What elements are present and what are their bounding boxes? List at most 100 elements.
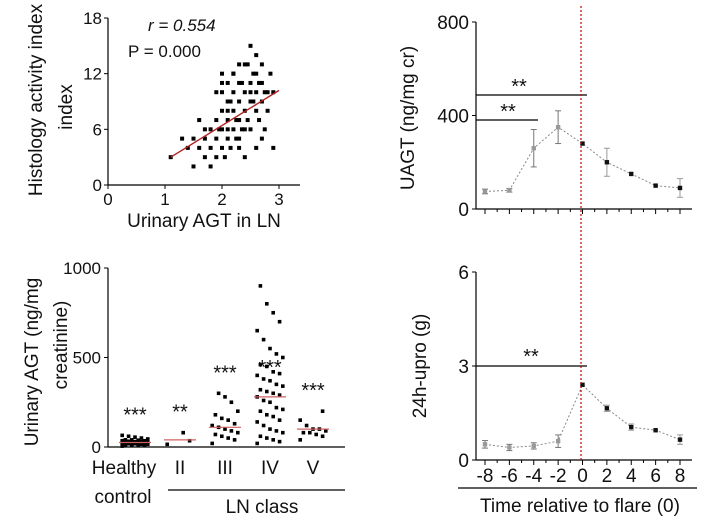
data-point bbox=[228, 145, 233, 150]
data-point bbox=[254, 53, 259, 58]
data-point bbox=[242, 90, 247, 95]
data-point bbox=[277, 371, 282, 376]
data-point bbox=[271, 391, 275, 396]
sig-stars: ** bbox=[523, 346, 539, 368]
data-point bbox=[257, 118, 262, 123]
data-point bbox=[133, 439, 137, 444]
data-point bbox=[197, 145, 202, 150]
data-point bbox=[123, 438, 128, 442]
data-point bbox=[653, 183, 658, 188]
data-point bbox=[242, 62, 247, 67]
sig-stars: *** bbox=[258, 357, 282, 379]
data-point bbox=[268, 400, 272, 405]
data-point bbox=[213, 432, 218, 437]
x-tick-label: 1 bbox=[160, 190, 169, 209]
data-point bbox=[555, 439, 561, 444]
data-point bbox=[191, 136, 196, 141]
data-point bbox=[271, 414, 275, 419]
series-line bbox=[484, 383, 681, 448]
data-point bbox=[271, 310, 275, 315]
data-point bbox=[531, 146, 536, 151]
data-point bbox=[301, 430, 306, 435]
data-point bbox=[271, 438, 275, 442]
sig-stars: *** bbox=[213, 362, 237, 384]
data-point bbox=[271, 145, 276, 150]
data-point bbox=[259, 80, 264, 85]
data-point bbox=[225, 108, 230, 113]
data-point bbox=[120, 441, 124, 446]
data-point bbox=[216, 391, 221, 396]
y-axis-label: Urinary AGT (ng/mg bbox=[22, 278, 43, 447]
data-point bbox=[239, 127, 244, 132]
data-point bbox=[254, 145, 259, 150]
data-point bbox=[580, 382, 585, 387]
data-point bbox=[265, 108, 270, 113]
data-point bbox=[208, 127, 213, 132]
data-point bbox=[220, 127, 224, 132]
data-point bbox=[120, 444, 124, 448]
data-point bbox=[274, 405, 279, 410]
data-point bbox=[265, 389, 269, 394]
y-tick-label: 18 bbox=[83, 9, 102, 28]
data-point bbox=[314, 432, 318, 437]
data-point bbox=[248, 90, 253, 95]
data-point bbox=[220, 71, 224, 76]
data-point bbox=[234, 136, 239, 141]
data-point bbox=[126, 439, 131, 444]
stat-p: P = 0.000 bbox=[128, 42, 201, 61]
data-point bbox=[136, 438, 140, 442]
x-tick-label: -4 bbox=[525, 466, 542, 487]
data-point bbox=[214, 118, 219, 123]
data-point bbox=[146, 442, 150, 447]
data-point bbox=[133, 441, 137, 446]
data-point bbox=[223, 395, 227, 399]
data-point bbox=[268, 378, 272, 383]
data-point bbox=[304, 423, 309, 428]
data-point bbox=[220, 145, 224, 150]
x-axis-label: Urinary AGT in LN bbox=[127, 211, 281, 232]
data-point bbox=[220, 434, 224, 439]
data-point bbox=[248, 80, 253, 85]
x-tick-label: 4 bbox=[626, 466, 637, 487]
data-point bbox=[255, 328, 259, 333]
data-point bbox=[265, 302, 269, 306]
data-point bbox=[214, 136, 219, 141]
data-point bbox=[139, 442, 144, 447]
data-point bbox=[259, 136, 264, 141]
y-tick-label: 400 bbox=[437, 107, 469, 128]
data-point bbox=[277, 418, 282, 422]
data-point bbox=[507, 188, 512, 193]
x-tick-label: 2 bbox=[217, 190, 226, 209]
x-tick-label: 2 bbox=[602, 466, 613, 487]
data-point bbox=[258, 362, 263, 367]
category-label: III bbox=[217, 458, 233, 479]
data-point bbox=[237, 145, 242, 150]
data-point bbox=[242, 155, 247, 160]
sig-stars: *** bbox=[123, 404, 147, 426]
data-point bbox=[220, 108, 224, 113]
data-point bbox=[580, 141, 585, 146]
y-tick-label: 6 bbox=[458, 263, 469, 284]
data-point bbox=[214, 90, 219, 95]
data-point bbox=[242, 127, 247, 132]
sig-stars-1: ** bbox=[511, 76, 527, 98]
data-point bbox=[255, 373, 259, 378]
data-point bbox=[261, 377, 266, 381]
data-point bbox=[214, 155, 219, 160]
data-point bbox=[202, 155, 207, 160]
data-point bbox=[237, 136, 242, 141]
data-point bbox=[274, 382, 279, 387]
data-point bbox=[320, 409, 325, 413]
y-axis-label: 24h-upro (g) bbox=[410, 314, 431, 419]
data-point bbox=[210, 423, 214, 428]
data-point bbox=[232, 421, 237, 426]
data-point bbox=[254, 108, 259, 113]
data-point bbox=[236, 409, 240, 413]
data-point bbox=[262, 90, 267, 95]
data-point bbox=[629, 424, 634, 430]
data-point bbox=[187, 438, 192, 443]
data-point bbox=[271, 370, 275, 374]
data-point bbox=[223, 427, 227, 431]
